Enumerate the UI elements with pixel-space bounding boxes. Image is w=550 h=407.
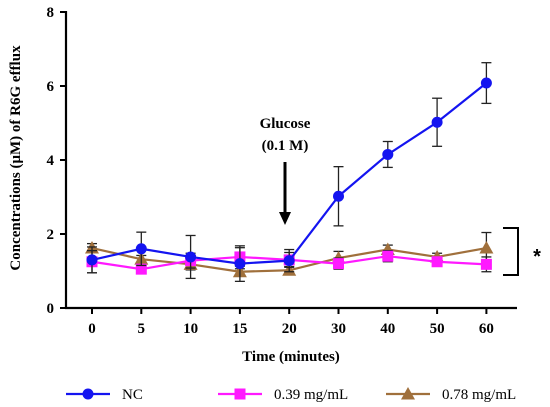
legend-label: 0.78 mg/mL — [442, 387, 516, 403]
y-tick-label: 4 — [47, 153, 55, 169]
data-point — [382, 250, 394, 262]
glucose-label: Glucose — [260, 116, 311, 132]
y-tick-label: 2 — [47, 227, 55, 243]
y-tick-label: 6 — [47, 79, 55, 95]
x-tick-label: 60 — [479, 321, 494, 337]
glucose-arrow-annotation: Glucose (0.1 M) — [260, 116, 311, 225]
y-axis-title: Concentrations (μM) of R6G efflux — [8, 45, 24, 271]
data-point — [382, 148, 394, 160]
legend-item: NC — [66, 387, 143, 403]
legend-marker — [234, 388, 246, 400]
data-point — [333, 190, 344, 202]
data-point — [86, 254, 98, 266]
data-point — [185, 251, 197, 263]
glucose-arrow-head — [279, 212, 291, 225]
data-point — [480, 258, 492, 270]
x-tick-label: 40 — [380, 321, 395, 337]
series-circle — [86, 62, 492, 283]
series-line — [91, 82, 488, 265]
legend-item: 0.39 mg/mL — [218, 387, 348, 403]
y-tick-label: 8 — [47, 5, 55, 21]
data-point — [135, 263, 147, 275]
y-ticks: 0 2 4 6 8 — [47, 5, 66, 317]
legend-item: 0.78 mg/mL — [386, 387, 516, 403]
x-tick-label: 0 — [88, 321, 96, 337]
bracket-line — [503, 227, 519, 276]
legend-marker — [401, 387, 415, 400]
x-axis-title: Time (minutes) — [242, 349, 340, 365]
legend-label: 0.39 mg/mL — [274, 387, 348, 403]
x-ticks: 0 5 10 15 20 30 40 50 60 — [88, 308, 494, 337]
x-tick-label: 30 — [331, 321, 346, 337]
legend-marker — [82, 388, 94, 400]
legend-label: NC — [122, 387, 143, 403]
significance-star: * — [533, 246, 541, 268]
x-tick-label: 15 — [232, 321, 247, 337]
data-point — [333, 258, 344, 270]
data-point — [479, 241, 494, 254]
legend: NC 0.39 mg/mL 0.78 mg/mL — [66, 387, 516, 403]
x-tick-label: 20 — [282, 321, 297, 337]
data-point — [431, 256, 443, 268]
x-tick-label: 5 — [138, 321, 146, 337]
data-point — [283, 255, 295, 267]
data-point — [135, 243, 147, 255]
x-tick-label: 50 — [430, 321, 445, 337]
data-point — [234, 258, 246, 270]
significance-bracket: * — [503, 227, 541, 276]
glucose-concentration-label: (0.1 M) — [262, 138, 309, 154]
x-tick-label: 10 — [183, 321, 198, 337]
data-point — [431, 116, 443, 128]
y-tick-label: 0 — [47, 301, 55, 317]
plot-area — [85, 62, 494, 283]
data-point — [480, 77, 492, 89]
